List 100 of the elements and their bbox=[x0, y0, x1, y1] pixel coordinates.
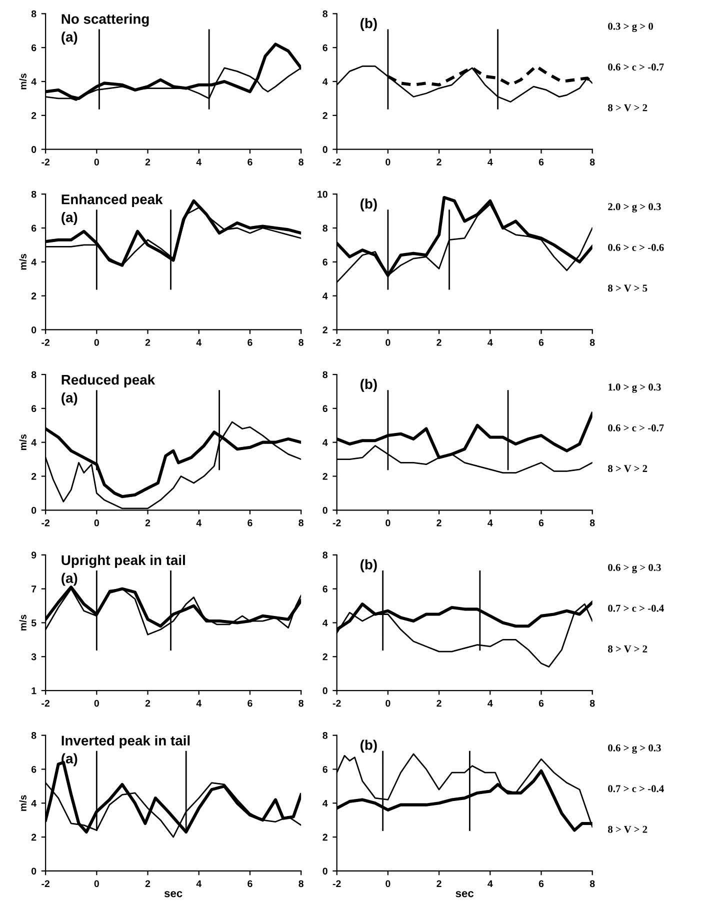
x-tick-label: 6 bbox=[538, 700, 544, 707]
y-tick-label: 2 bbox=[322, 834, 328, 841]
y-tick-label: 4 bbox=[31, 800, 36, 807]
x-tick-label: 2 bbox=[436, 158, 442, 166]
y-tick-label: 6 bbox=[31, 766, 36, 773]
y-tick-label: 2 bbox=[31, 472, 36, 480]
y-tick-label: 0 bbox=[32, 868, 36, 875]
x-tick-label: -2 bbox=[42, 158, 50, 166]
x-tick-label: 2 bbox=[436, 519, 442, 526]
chart-title: Upright peak in tail bbox=[62, 554, 185, 568]
x-tick-label: 0 bbox=[386, 700, 390, 707]
x-tick-label: 6 bbox=[248, 158, 252, 166]
y-tick-label: 6 bbox=[322, 405, 328, 412]
y-tick-label: 0 bbox=[32, 146, 36, 153]
y-tick-label: 2 bbox=[31, 292, 36, 300]
text: 0.3 > g > 0 bbox=[608, 22, 654, 32]
x-tick-label: 8 bbox=[298, 700, 304, 707]
annotation: (a) bbox=[62, 32, 78, 45]
x-tick-label: 6 bbox=[538, 158, 544, 166]
annotation: (b) bbox=[360, 559, 377, 572]
x-tick-label: 0 bbox=[94, 339, 99, 346]
x-tick-label: -2 bbox=[332, 700, 341, 707]
x-tick-label: 2 bbox=[145, 880, 150, 888]
y-tick-label: 6 bbox=[322, 586, 328, 592]
y-tick-label: 2 bbox=[31, 112, 36, 119]
y-tick-label: 6 bbox=[322, 258, 328, 266]
x-axis-title: sec bbox=[456, 891, 474, 898]
chart-title: Enhanced peak bbox=[62, 194, 163, 208]
x-tick-label: -2 bbox=[42, 880, 50, 888]
x-tick-label: 4 bbox=[196, 158, 202, 166]
text: 2.0 > g > 0.3 bbox=[608, 203, 661, 212]
x-tick-label: 0 bbox=[386, 880, 390, 888]
x-tick-label: 4 bbox=[488, 880, 493, 888]
x-tick-label: 2 bbox=[436, 880, 442, 888]
x-tick-label: 4 bbox=[196, 700, 202, 707]
x-tick-label: 6 bbox=[538, 339, 544, 346]
y-axis-title: m/s bbox=[19, 434, 27, 450]
text: 0.7 > c > -0.4 bbox=[608, 604, 664, 612]
y-tick-label: 2 bbox=[322, 112, 328, 119]
y-tick-label: 4 bbox=[31, 439, 36, 446]
y-tick-label: 3 bbox=[31, 653, 36, 660]
x-tick-label: 0 bbox=[386, 339, 390, 346]
x-axis-title: sec bbox=[164, 891, 182, 898]
x-tick-label: 4 bbox=[488, 339, 493, 346]
y-tick-label: 0 bbox=[322, 146, 328, 153]
x-tick-label: 4 bbox=[488, 700, 493, 707]
x-tick-label: 8 bbox=[590, 158, 595, 166]
x-tick-label: 6 bbox=[248, 519, 252, 526]
x-tick-label: 4 bbox=[488, 158, 493, 166]
y-tick-label: 6 bbox=[322, 44, 328, 52]
x-tick-label: 8 bbox=[298, 880, 304, 888]
x-tick-label: 0 bbox=[94, 158, 99, 166]
x-tick-label: 4 bbox=[196, 339, 202, 346]
y-axis-title: m/s bbox=[19, 254, 27, 270]
text: 0.6 > c > -0.7 bbox=[608, 424, 664, 432]
annotation: (a) bbox=[62, 572, 78, 586]
x-tick-label: -2 bbox=[332, 158, 341, 166]
annotation: (b) bbox=[360, 18, 377, 32]
x-tick-label: -2 bbox=[332, 880, 341, 888]
y-tick-label: 0 bbox=[32, 326, 36, 334]
annotation: (b) bbox=[360, 198, 377, 212]
annotation: (b) bbox=[360, 378, 377, 392]
text: 8 > V > 2 bbox=[608, 645, 648, 653]
y-tick-label: 6 bbox=[322, 766, 328, 773]
y-tick-label: 4 bbox=[322, 800, 328, 807]
y-tick-label: 0 bbox=[322, 506, 328, 514]
x-tick-label: 2 bbox=[145, 519, 150, 526]
text: 0.6 > c > -0.6 bbox=[608, 244, 664, 251]
y-tick-label: 6 bbox=[31, 405, 36, 412]
x-tick-label: 6 bbox=[248, 700, 252, 707]
x-tick-label: 0 bbox=[94, 519, 99, 526]
x-tick-label: 2 bbox=[436, 339, 442, 346]
x-tick-label: 2 bbox=[145, 158, 150, 166]
text: 0.7 > c > -0.4 bbox=[608, 785, 664, 792]
text: 0.6 > c > -0.7 bbox=[608, 64, 664, 71]
y-tick-label: 8 bbox=[322, 732, 328, 739]
y-tick-label: 8 bbox=[31, 371, 36, 378]
x-tick-label: 8 bbox=[298, 339, 304, 346]
x-tick-label: 6 bbox=[538, 880, 544, 888]
x-tick-label: -2 bbox=[42, 339, 50, 346]
x-tick-label: 0 bbox=[386, 158, 390, 166]
y-tick-label: 6 bbox=[31, 44, 36, 52]
x-tick-label: 8 bbox=[590, 339, 595, 346]
x-tick-label: 0 bbox=[386, 519, 390, 526]
y-axis-title: m/s bbox=[19, 614, 27, 630]
x-tick-label: 4 bbox=[196, 520, 202, 526]
x-tick-label: 4 bbox=[196, 880, 202, 888]
chart-title: Reduced peak bbox=[62, 374, 156, 388]
text: 8 > V > 5 bbox=[608, 284, 648, 292]
x-tick-label: 4 bbox=[488, 520, 493, 526]
x-tick-label: 0 bbox=[94, 700, 99, 707]
x-tick-label: 8 bbox=[590, 880, 595, 888]
y-axis-title: m/s bbox=[19, 74, 27, 90]
y-tick-label: 4 bbox=[322, 620, 328, 626]
y-tick-label: 2 bbox=[322, 653, 328, 660]
y-tick-label: 5 bbox=[31, 620, 36, 626]
annotation: (b) bbox=[360, 740, 377, 753]
x-tick-label: 2 bbox=[145, 700, 150, 707]
y-tick-label: 9 bbox=[31, 552, 36, 559]
y-tick-label: 4 bbox=[31, 78, 36, 86]
